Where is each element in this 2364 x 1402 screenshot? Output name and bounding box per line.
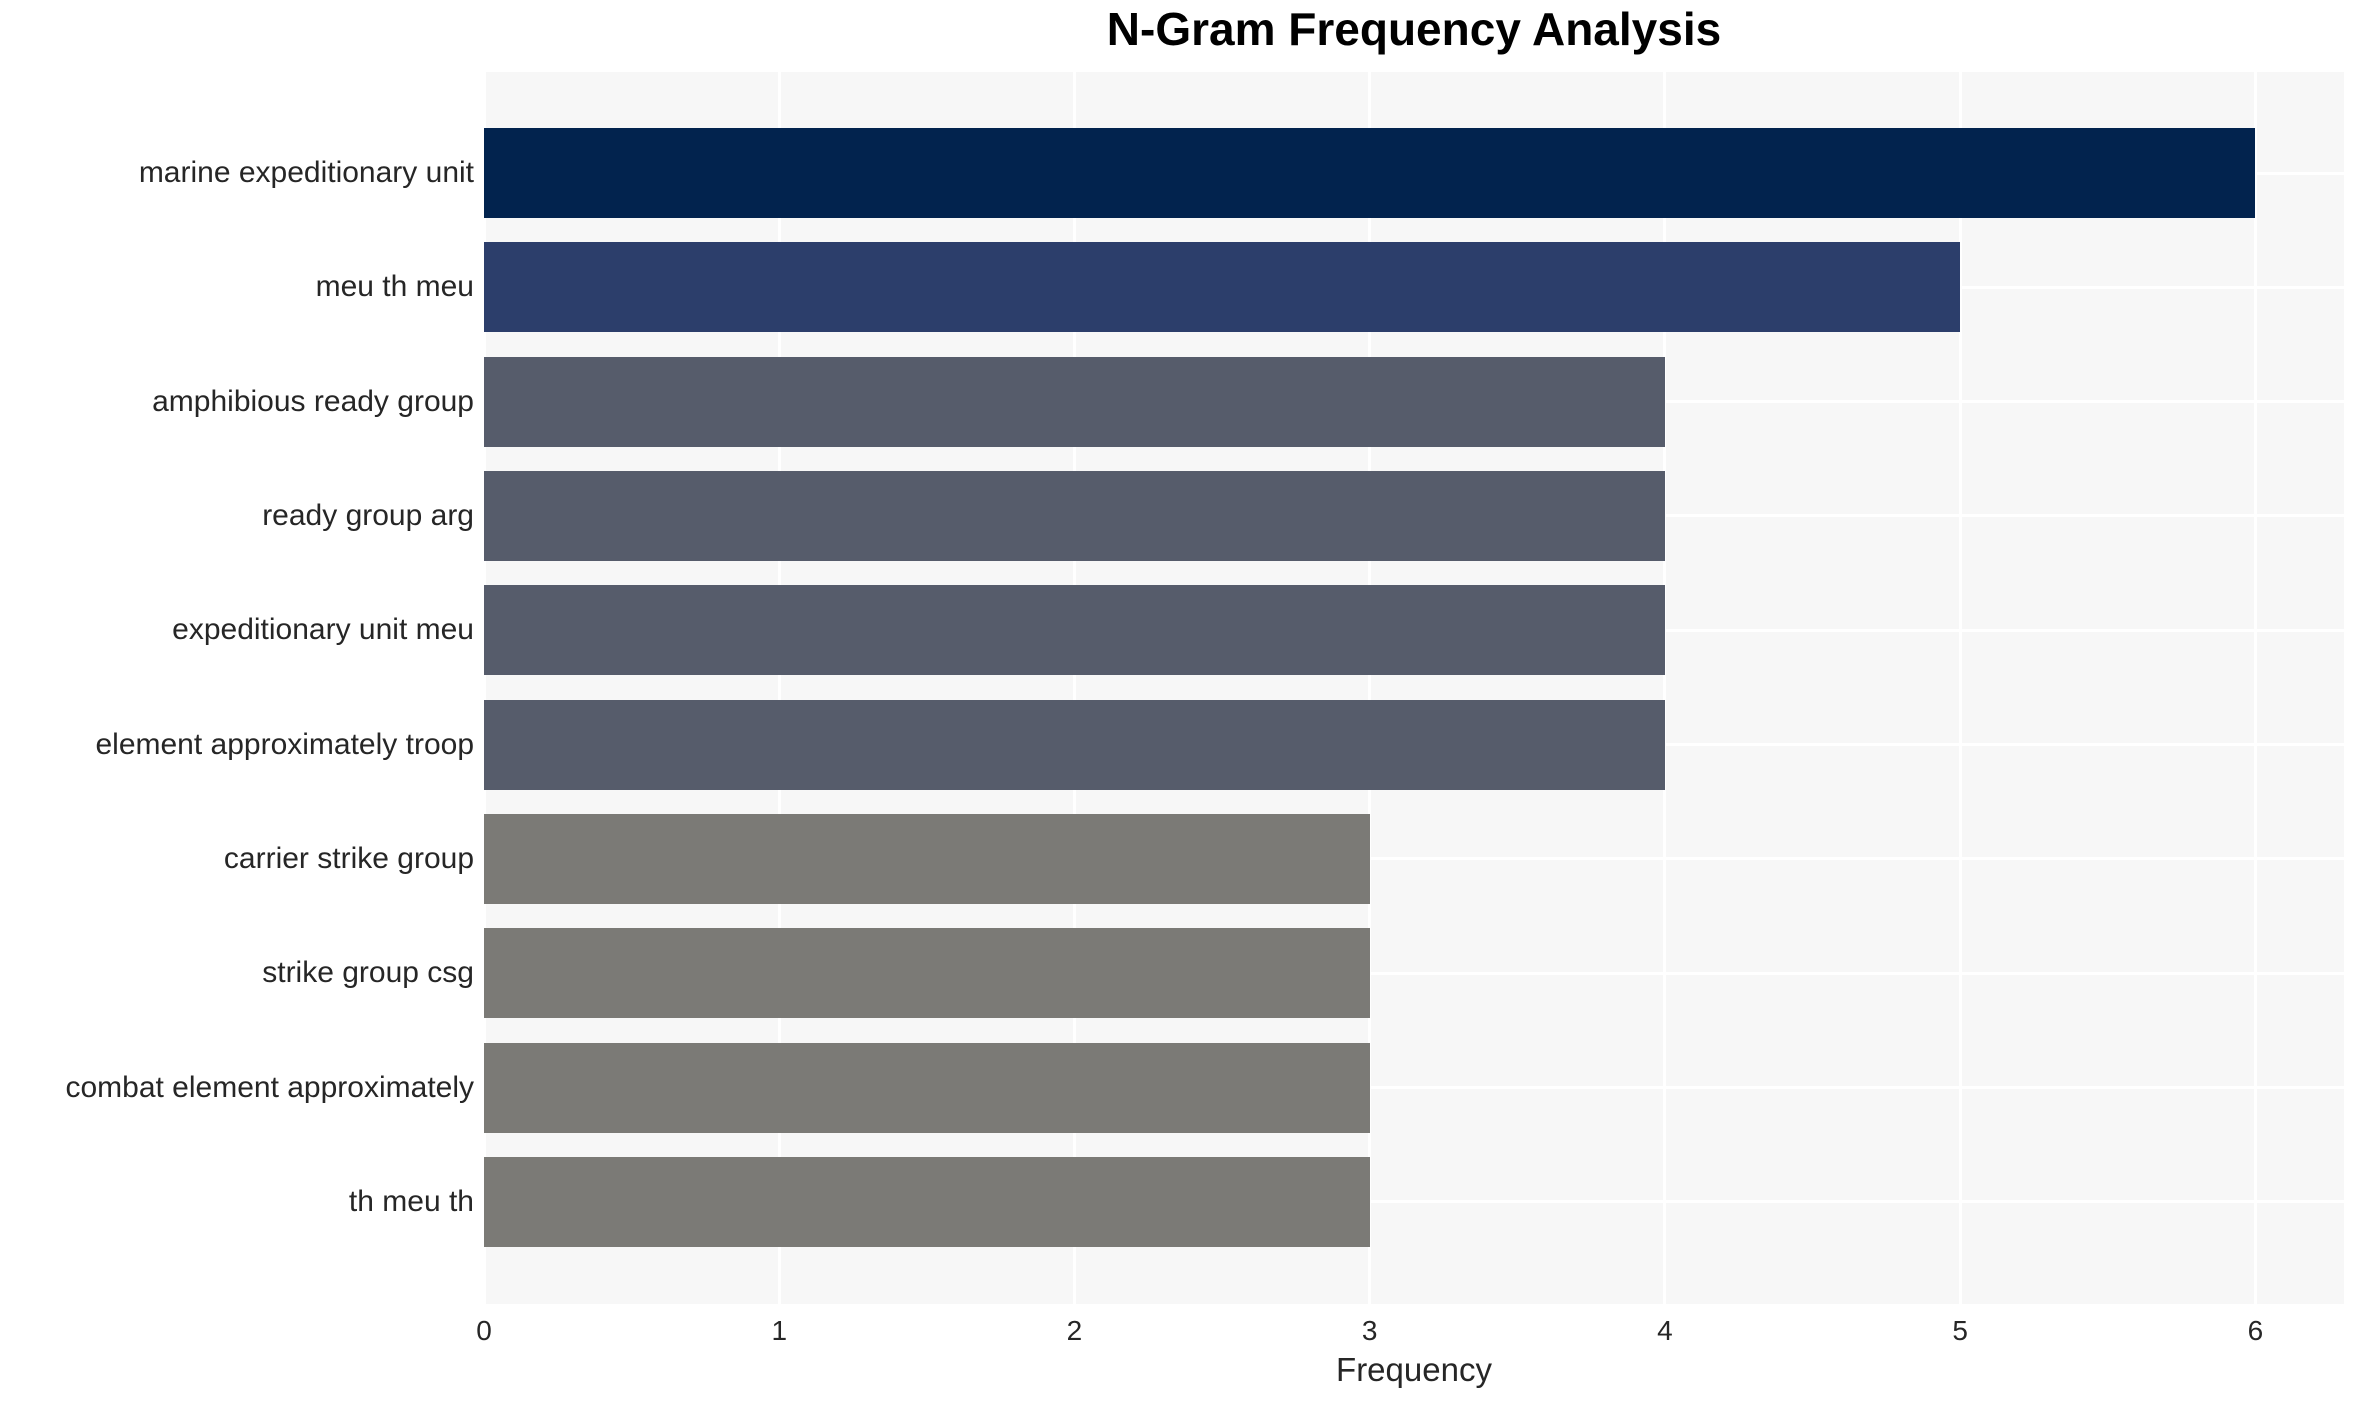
y-tick-label: carrier strike group [223,841,474,875]
y-tick-label: ready group arg [262,498,474,532]
y-tick-label: combat element approximately [65,1070,474,1104]
x-tick-label: 1 [771,1315,788,1346]
bar-9 [484,1156,1370,1247]
gridline-horizontal [484,971,2344,975]
x-tick-label: 2 [1066,1315,1083,1346]
bar-3 [484,470,1665,561]
bar-6 [484,813,1370,904]
y-tick-label: marine expeditionary unit [138,156,474,189]
bar-0 [484,128,2256,218]
plot-area [482,72,2344,1304]
x-tick-label: 5 [1952,1315,1968,1346]
bar-7 [484,928,1370,1019]
y-tick-label: element approximately troop [95,727,474,761]
gridline-vertical [1958,72,1962,1304]
x-axis-title: Frequency [1336,1351,1492,1388]
x-tick-label: 4 [1657,1315,1673,1346]
gridline-vertical [482,72,486,1304]
y-tick-label: meu th meu [315,270,474,304]
gridline-vertical [1072,72,1076,1304]
x-tick-label: 3 [1361,1315,1378,1346]
bar-4 [484,585,1665,676]
bar-1 [484,242,1961,333]
x-tick-label: 6 [2247,1315,2264,1346]
bar-8 [484,1042,1370,1133]
gridline-horizontal [484,857,2344,861]
bar-2 [484,356,1665,447]
gridline-horizontal [484,1086,2344,1090]
gridline-vertical [1368,72,1372,1304]
x-tick-label: 0 [476,1315,492,1346]
gridline-vertical [1663,72,1667,1304]
gridline-vertical [777,72,781,1304]
y-tick-label: th meu th [348,1184,474,1218]
gridline-horizontal [484,1200,2344,1204]
y-tick-label: amphibious ready group [152,384,474,418]
y-tick-label: expeditionary unit meu [172,613,474,647]
y-tick-label: strike group csg [262,956,474,990]
bar-5 [484,699,1665,790]
gridline-vertical [2253,72,2257,1304]
chart-title: N-Gram Frequency Analysis [1106,3,1722,55]
